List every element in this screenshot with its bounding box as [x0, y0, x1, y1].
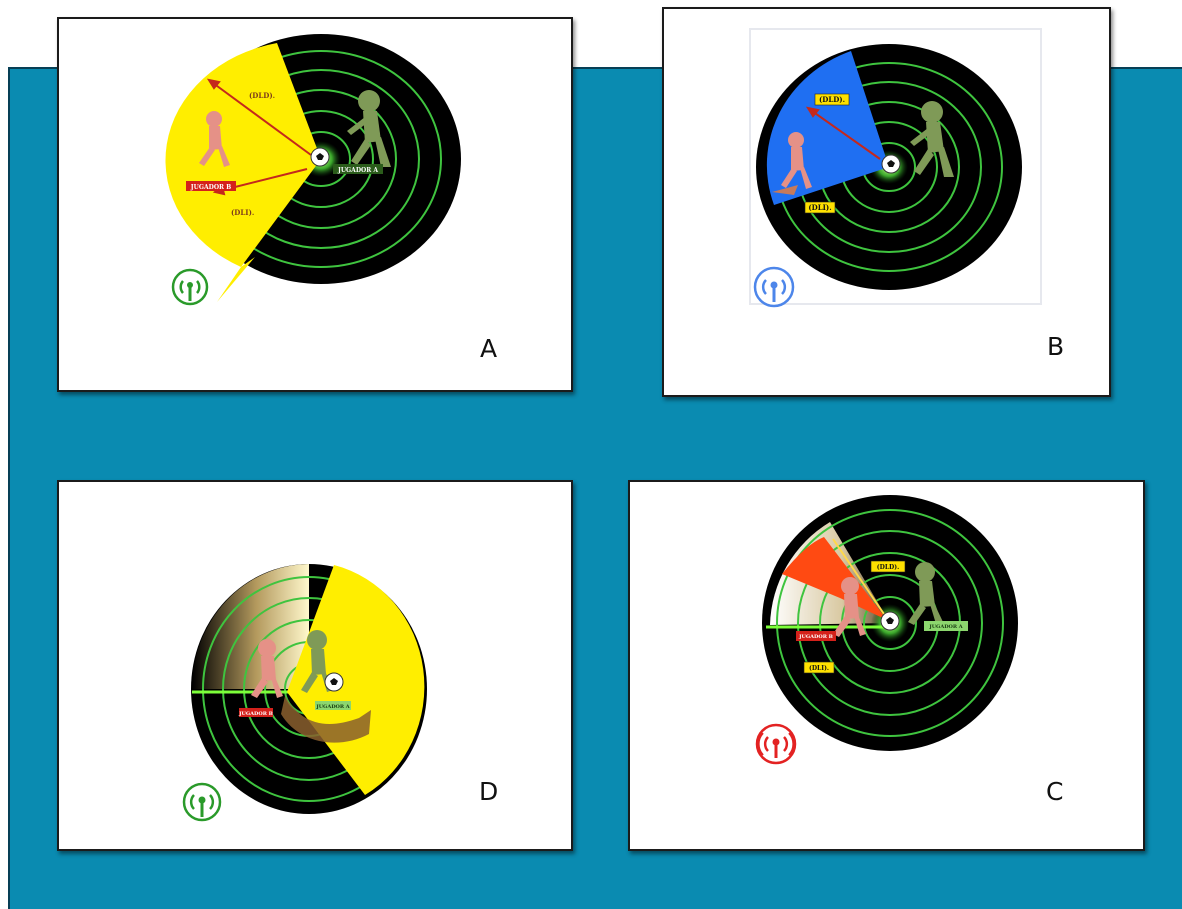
player-a-label: JUGADOR A — [337, 167, 378, 174]
panel-c: (DLD). (DLI). JUGADOR B JUGADOR A C — [628, 480, 1145, 851]
dld-label: (DLD). — [249, 91, 275, 100]
sector-wedge — [287, 565, 425, 795]
player-b-label: JUGADOR B — [238, 711, 273, 717]
player-b-label: JUGADOR B — [190, 184, 231, 191]
dli-label: (DLI). — [231, 208, 254, 217]
dli-tag — [804, 201, 836, 214]
signal-icon — [755, 723, 797, 765]
dld-label: (DLD). — [877, 564, 899, 571]
soccer-ball — [881, 154, 901, 174]
radar-diagram-c: (DLD). (DLI). JUGADOR B JUGADOR A — [755, 495, 1018, 765]
player-a-tag — [333, 164, 383, 174]
player-b-label: JUGADOR B — [798, 634, 833, 640]
direction-arrow — [805, 106, 881, 160]
player-b-tag — [796, 631, 836, 641]
soccer-ball — [310, 147, 330, 167]
radar-diagram-a: JUGADOR A JUGADOR B (DLD). (DLI). — [165, 34, 461, 306]
player-a-figure — [910, 101, 954, 177]
panel-letter-c: C — [1046, 777, 1064, 806]
signal-icon — [182, 782, 222, 822]
panel-letter-b: B — [1047, 332, 1065, 361]
player-b-tag — [186, 181, 236, 191]
sector-pointer — [217, 257, 255, 302]
sector-wedge — [782, 537, 887, 620]
panel-d: JUGADOR B JUGADOR A D — [57, 480, 573, 851]
player-b-figure — [833, 577, 866, 637]
player-a-figure — [347, 90, 391, 167]
dli-label: (DLI). — [808, 203, 831, 212]
player-b-figure — [199, 111, 230, 167]
player-b-tag — [239, 708, 273, 717]
signal-icon — [753, 266, 795, 308]
radar-diagram-d: JUGADOR B JUGADOR A — [182, 564, 427, 822]
player-a-figure — [908, 562, 943, 625]
player-a-tag — [924, 621, 968, 631]
radar-diagram-b: (DLD). (DLI). — [753, 44, 1022, 308]
dli-tag — [803, 661, 835, 674]
player-a-label: JUGADOR A — [928, 624, 962, 630]
fade-sector — [192, 564, 309, 689]
dld-tag — [814, 93, 850, 106]
sector-wedge — [165, 43, 321, 267]
signal-icon — [171, 268, 209, 306]
player-a-label: JUGADOR A — [315, 704, 349, 710]
curved-arrow — [281, 696, 371, 743]
player-b-figure — [772, 132, 812, 195]
soccer-ball — [880, 611, 900, 631]
player-a-tag — [315, 701, 351, 710]
player-b-figure — [251, 639, 283, 698]
direction-arrow — [832, 538, 887, 618]
soccer-ball — [324, 672, 344, 692]
panel-letter-a: A — [480, 334, 498, 363]
dld-tag — [870, 560, 906, 573]
panel-letter-d: D — [479, 777, 499, 806]
dli-label: (DLI). — [809, 665, 829, 672]
panel-b: (DLD). (DLI). B — [662, 7, 1111, 397]
dld-label: (DLD). — [819, 95, 845, 104]
panel-a: JUGADOR A JUGADOR B (DLD). (DLI). A — [57, 17, 573, 392]
